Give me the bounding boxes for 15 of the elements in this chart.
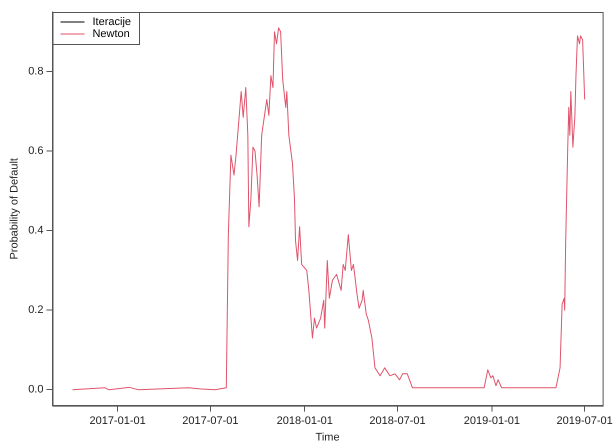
y-tick-label: 0.8 xyxy=(28,66,44,78)
y-tick-label: 0.6 xyxy=(28,145,44,158)
legend-label: Newton xyxy=(92,28,130,40)
x-tick-label: 2018-01-01 xyxy=(276,415,333,428)
x-tick-label: 2019-01-01 xyxy=(464,415,520,428)
x-tick-label: 2018-07-01 xyxy=(369,415,426,428)
y-tick-label: 0.4 xyxy=(28,224,44,237)
x-axis-title: Time xyxy=(316,431,340,444)
y-tick-label: 0.2 xyxy=(28,304,44,316)
y-axis-title: Probability of Default xyxy=(8,158,21,260)
y-tick-label: 0.0 xyxy=(28,384,44,396)
legend-label: Iteracije xyxy=(92,16,132,28)
x-tick-label: 2017-07-01 xyxy=(182,415,239,428)
x-tick-label: 2017-01-01 xyxy=(89,415,146,428)
x-tick-label: 2019-07-01 xyxy=(556,415,613,428)
